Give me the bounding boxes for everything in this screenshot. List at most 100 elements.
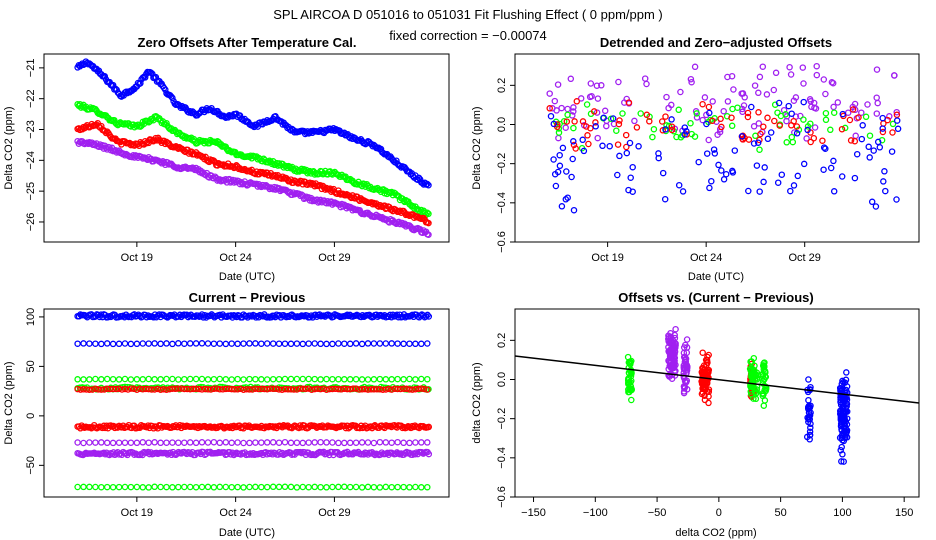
data-point [703, 150, 711, 157]
x-tick-label: Oct 19 [121, 507, 153, 519]
data-point [192, 483, 200, 491]
data-point [388, 340, 395, 347]
data-point [141, 74, 149, 81]
data-point [614, 171, 621, 179]
data-point [635, 143, 642, 150]
data-point [317, 376, 324, 383]
data-point [705, 136, 712, 144]
data-point [263, 340, 271, 347]
data-point [335, 340, 342, 347]
data-point [194, 312, 202, 319]
data-point [103, 385, 111, 393]
data-point [246, 483, 253, 491]
data-point [228, 483, 235, 491]
data-point [425, 219, 432, 227]
data-point [263, 483, 271, 491]
data-point [400, 439, 407, 447]
data-point [181, 483, 188, 491]
data-point [346, 483, 354, 491]
data-point [759, 63, 767, 70]
data-point [820, 144, 828, 151]
x-tick-label: 150 [895, 507, 913, 519]
data-point [341, 340, 348, 347]
data-point [756, 146, 763, 153]
data-point [840, 437, 848, 445]
data-point [412, 340, 419, 348]
data-point [278, 386, 286, 393]
data-point [163, 375, 170, 383]
data-point [659, 169, 667, 177]
data-point [382, 376, 390, 383]
data-point [803, 135, 810, 142]
data-point [837, 446, 844, 454]
data-point [402, 314, 409, 321]
data-point [572, 145, 579, 152]
data-point [305, 483, 312, 491]
data-point [207, 386, 215, 393]
data-point [619, 110, 626, 117]
data-point [418, 385, 425, 392]
data-point [603, 122, 610, 130]
data-point [178, 385, 185, 392]
data-point [556, 151, 563, 159]
data-point [370, 483, 378, 491]
data-point [77, 386, 84, 393]
data-point [204, 376, 212, 383]
data-point [263, 439, 271, 446]
data-point [613, 127, 620, 134]
data-point [151, 483, 158, 491]
data-point [412, 483, 419, 491]
data-point [704, 370, 712, 377]
y-tick-label: 50 [25, 360, 37, 372]
data-point [771, 117, 778, 125]
data-point [305, 385, 312, 392]
data-point [695, 158, 702, 166]
data-point [745, 136, 753, 143]
data-point [317, 483, 324, 491]
panel-title: Detrended and Zero−adjusted Offsets [600, 35, 832, 50]
data-point [718, 167, 725, 174]
data-point [376, 438, 384, 446]
data-point [181, 340, 188, 347]
data-point [151, 439, 158, 446]
data-point [665, 349, 673, 356]
data-point [793, 130, 801, 137]
data-point [551, 170, 559, 178]
data-point [281, 483, 289, 491]
x-tick-label: Oct 29 [318, 252, 350, 264]
data-point [275, 375, 283, 383]
data-point [580, 147, 588, 155]
data-point [864, 101, 871, 108]
data-point [425, 181, 432, 189]
fit-line [514, 355, 920, 404]
data-point [115, 439, 123, 446]
data-point [893, 196, 900, 203]
figure-title: SPL AIRCOA D 051016 to 051031 Fit Flushi… [273, 7, 663, 22]
data-point [785, 102, 792, 110]
data-point [827, 126, 834, 134]
data-point [838, 418, 845, 425]
data-point [133, 439, 141, 447]
data-point [296, 385, 304, 392]
data-point [370, 386, 378, 393]
data-point [728, 122, 736, 130]
data-point [281, 438, 289, 446]
data-point [425, 423, 433, 431]
data-point [570, 141, 578, 149]
data-point [204, 386, 212, 393]
x-tick-label: Oct 24 [219, 507, 251, 519]
data-point [287, 439, 295, 447]
data-point [240, 386, 247, 393]
data-point [394, 340, 401, 347]
data-point [406, 484, 413, 491]
data-point [625, 99, 633, 106]
data-point [807, 138, 814, 146]
panel-title: Offsets vs. (Current − Previous) [618, 290, 813, 305]
data-point [186, 385, 194, 393]
data-point [298, 177, 305, 185]
data-point [204, 340, 212, 347]
data-point [258, 483, 265, 491]
data-point [163, 386, 170, 393]
data-point [763, 91, 771, 98]
data-point [234, 483, 241, 491]
